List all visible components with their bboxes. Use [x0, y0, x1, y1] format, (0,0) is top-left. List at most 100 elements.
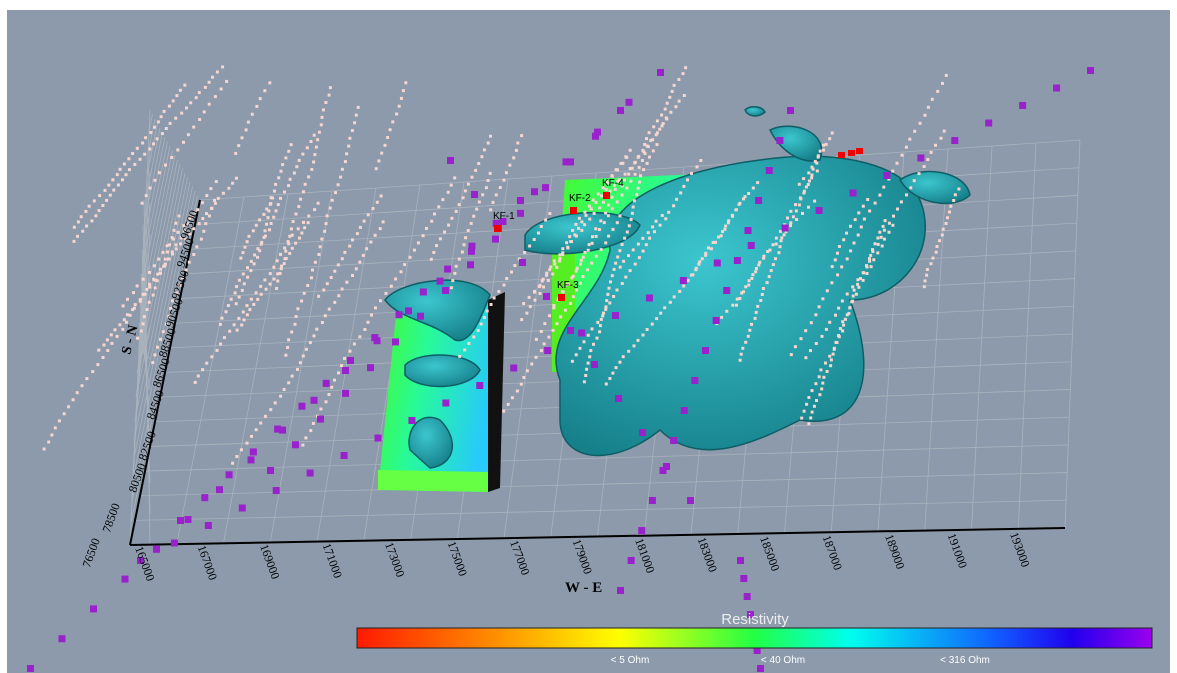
well-label: KF-4 — [602, 178, 624, 189]
well-label: KF-2 — [569, 193, 591, 204]
point — [139, 329, 143, 333]
well-point — [137, 557, 144, 564]
point — [325, 282, 329, 286]
point — [160, 132, 164, 136]
point — [128, 313, 132, 317]
point — [784, 230, 788, 234]
point — [607, 286, 611, 290]
point — [854, 292, 858, 296]
point — [118, 167, 122, 171]
point — [237, 278, 241, 282]
point — [909, 186, 913, 190]
point — [583, 223, 587, 227]
well-point — [442, 399, 450, 407]
point — [828, 137, 832, 141]
well-point — [744, 227, 752, 234]
point — [240, 288, 244, 292]
point — [354, 267, 358, 271]
grid-line — [133, 181, 191, 459]
point — [917, 172, 921, 176]
point — [276, 272, 280, 276]
well-point — [781, 224, 789, 232]
point — [320, 237, 324, 241]
point — [840, 265, 844, 269]
point — [143, 292, 147, 296]
point — [602, 200, 605, 204]
point — [541, 277, 545, 281]
point — [141, 277, 145, 281]
point — [163, 257, 167, 261]
point — [151, 293, 155, 297]
point — [645, 144, 649, 148]
point — [868, 209, 872, 213]
point — [840, 299, 844, 303]
point — [853, 218, 857, 222]
point — [771, 263, 775, 267]
point — [252, 262, 256, 266]
point — [79, 215, 83, 219]
point — [830, 131, 834, 135]
point — [188, 232, 192, 236]
point — [589, 349, 593, 353]
point — [721, 230, 725, 234]
point — [883, 219, 887, 223]
point — [613, 187, 617, 191]
point — [923, 279, 927, 283]
well-markers: KF-1 KF-2 KF-4 KF-3 — [493, 148, 863, 301]
point — [313, 153, 317, 157]
point — [857, 211, 861, 215]
point — [171, 252, 174, 256]
point — [610, 207, 614, 211]
point — [627, 349, 631, 353]
point — [316, 138, 320, 142]
point — [164, 127, 168, 130]
point — [584, 213, 588, 217]
point — [598, 324, 602, 328]
point — [215, 348, 219, 352]
point — [591, 198, 595, 202]
point — [895, 161, 899, 165]
point — [204, 222, 208, 226]
point — [804, 185, 808, 189]
point — [432, 251, 436, 254]
point — [759, 299, 763, 302]
point — [239, 448, 243, 452]
point — [279, 252, 282, 256]
well-point — [567, 327, 574, 334]
point — [892, 214, 895, 218]
point — [931, 256, 935, 260]
point — [190, 215, 194, 219]
point — [663, 306, 667, 310]
point — [250, 112, 254, 116]
point — [301, 152, 305, 156]
point — [935, 245, 939, 248]
point — [136, 336, 140, 340]
point — [672, 83, 676, 87]
point — [274, 209, 278, 213]
point — [574, 234, 578, 238]
point — [595, 336, 599, 340]
point — [641, 333, 645, 337]
point — [944, 222, 948, 225]
point — [399, 96, 403, 100]
point — [240, 323, 244, 327]
point — [219, 87, 223, 91]
well-marker — [848, 150, 855, 156]
point — [184, 268, 188, 272]
point — [579, 258, 583, 262]
well-point — [648, 497, 656, 504]
point — [824, 142, 828, 146]
point — [281, 163, 285, 167]
point — [122, 162, 126, 166]
point — [899, 200, 903, 204]
point — [539, 225, 543, 228]
point — [76, 220, 80, 224]
point — [941, 81, 944, 85]
point — [121, 178, 124, 182]
point — [580, 228, 584, 232]
point — [744, 340, 748, 344]
point — [196, 208, 200, 212]
point — [620, 243, 624, 246]
point — [720, 315, 724, 319]
point — [491, 200, 495, 204]
